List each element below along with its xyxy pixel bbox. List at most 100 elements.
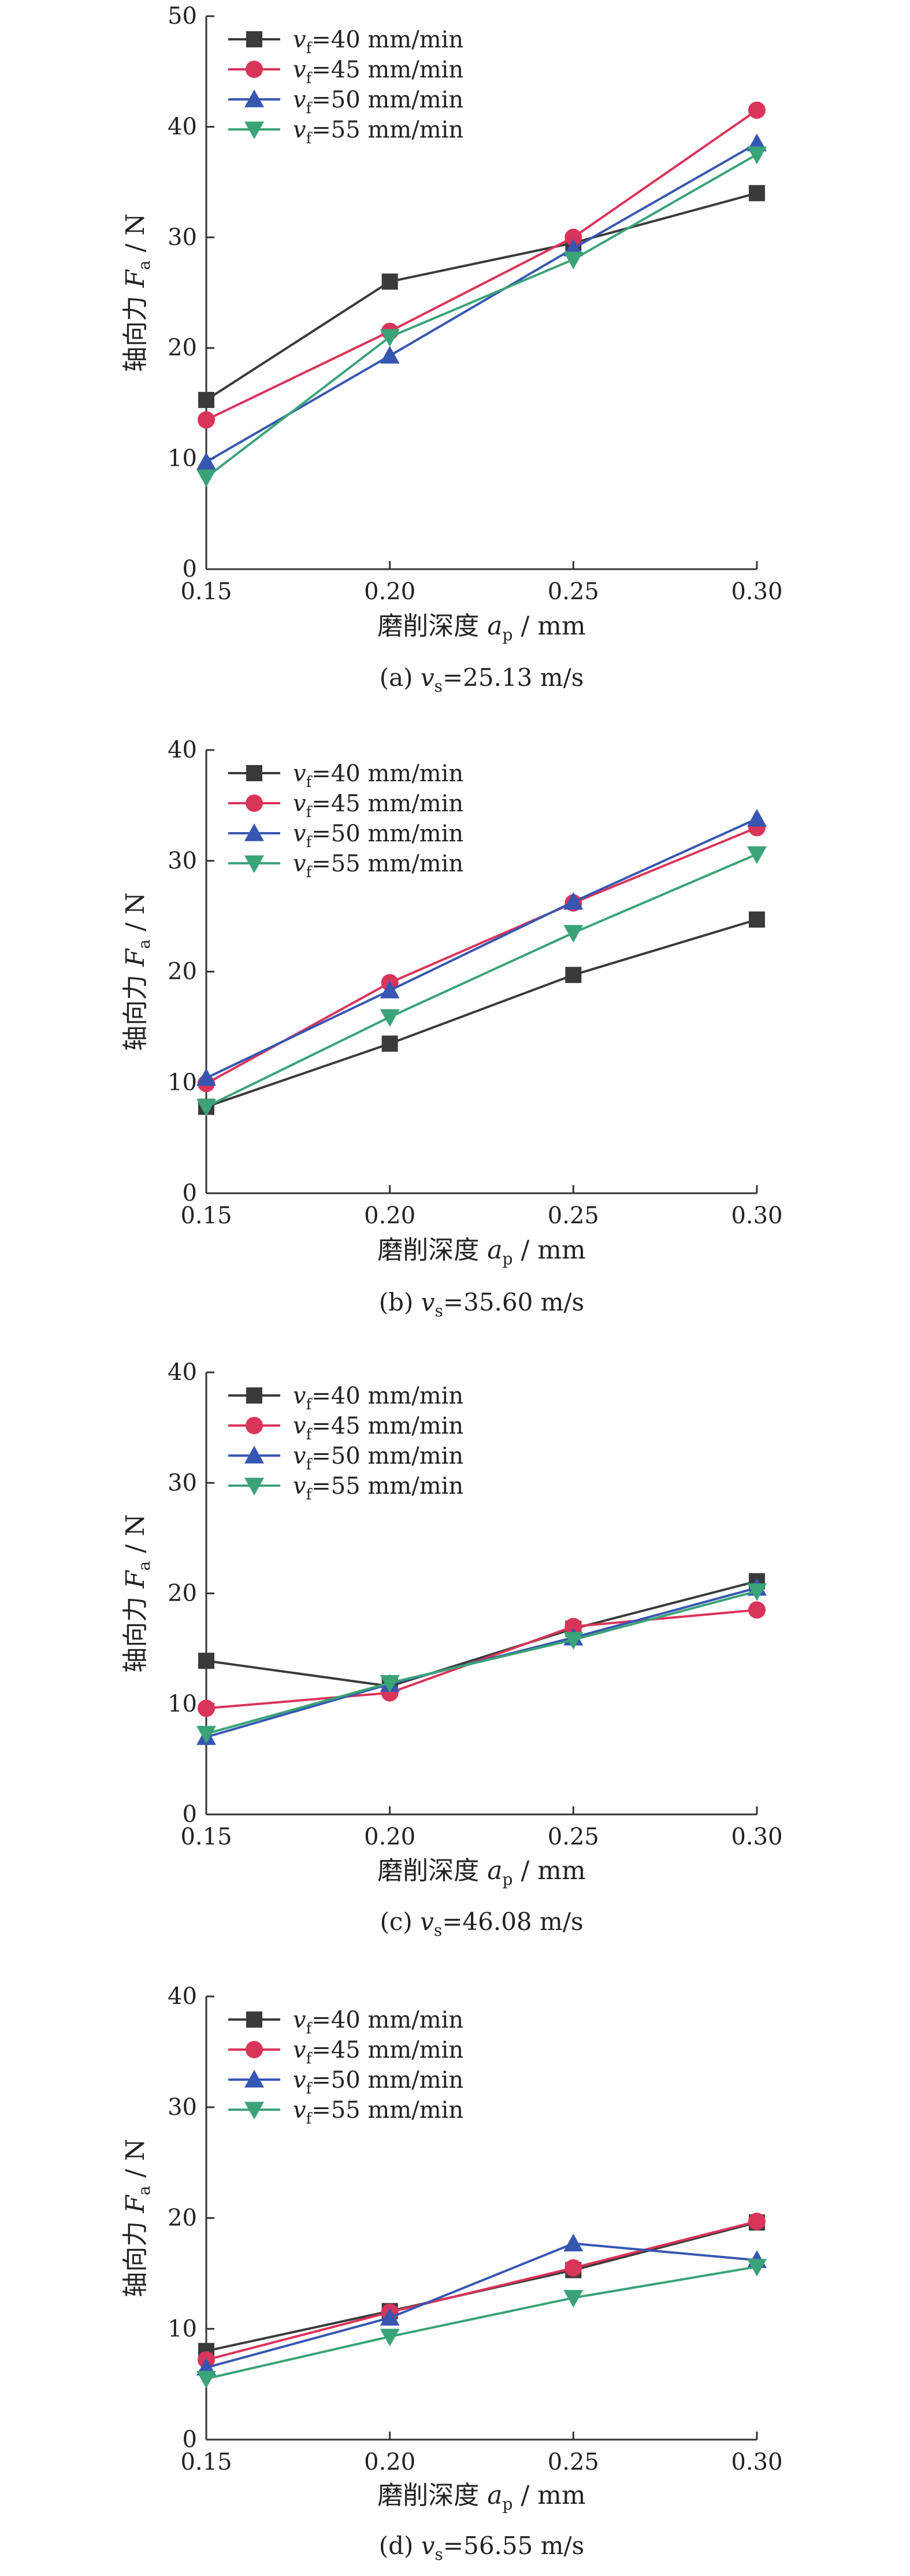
legend-item-vf50: vf=50 mm/min (228, 1443, 463, 1473)
x-tick-label: 0.30 (731, 1202, 782, 1229)
y-axis-title-sub: a (135, 1561, 154, 1571)
legend-label-var: v (293, 2097, 306, 2124)
x-tick-label: 0.15 (180, 578, 232, 605)
series-line (206, 1609, 757, 1710)
data-point (196, 1725, 216, 1744)
y-tick-label: 40 (168, 1359, 197, 1386)
legend-item-vf55: vf=55 mm/min (228, 851, 463, 881)
y-axis-title: 轴向力 Fa / N (121, 213, 154, 372)
x-axis-title-var: a (487, 1856, 502, 1885)
legend-label-rest: =45 mm/min (311, 790, 463, 817)
x-axis-title: 磨削深度 ap / mm (377, 2481, 585, 2514)
data-point (196, 469, 216, 488)
caption-var: v (421, 1288, 435, 1316)
legend-label-rest: =50 mm/min (311, 1443, 463, 1469)
series-line (206, 2265, 757, 2380)
caption-prefix: (b) (379, 1288, 421, 1316)
caption-value: =25.13 m/s (443, 663, 584, 692)
series-line (206, 2242, 757, 2369)
legend-item-vf50: vf=50 mm/min (228, 821, 463, 851)
series-vf45 (198, 819, 766, 1093)
legend-item-vf40: vf=40 mm/min (228, 27, 463, 57)
legend-item-vf55: vf=55 mm/min (228, 1473, 463, 1504)
y-axis-title-text: 轴向力 (121, 1588, 150, 1673)
x-tick-label: 0.25 (548, 1202, 599, 1229)
y-tick-label: 50 (168, 3, 197, 29)
data-point (198, 411, 215, 429)
x-tick-label: 0.15 (180, 1824, 232, 1850)
caption-prefix: (d) (379, 2532, 421, 2560)
data-point (196, 1068, 216, 1086)
legend-swatch-marker (244, 823, 264, 841)
y-tick-label: 20 (168, 335, 197, 361)
data-point (380, 1009, 400, 1027)
data-point (747, 846, 767, 864)
data-point (198, 1653, 214, 1669)
y-tick-label: 30 (168, 1469, 197, 1496)
caption-sub: s (434, 1921, 442, 1940)
series-vf40 (198, 1573, 765, 1695)
y-tick-label: 10 (168, 1691, 197, 1717)
x-tick-label: 0.30 (731, 1824, 782, 1850)
legend-label-var: v (293, 821, 306, 847)
data-point (380, 2308, 400, 2326)
x-tick-label: 0.30 (731, 2449, 782, 2475)
legend-swatch-marker (246, 2011, 262, 2028)
legend-label-sub: f (306, 864, 313, 881)
legend-label-var: v (293, 851, 306, 877)
legend-label-rest: =40 mm/min (311, 760, 463, 787)
legend-label-rest: =55 mm/min (311, 1473, 463, 1499)
series-vf45 (198, 1601, 766, 1717)
legend-swatch-marker (244, 855, 264, 873)
data-point (198, 1699, 215, 1717)
y-tick-label: 0 (183, 1801, 197, 1828)
y-tick-label: 10 (168, 2315, 197, 2342)
series-vf50 (196, 2233, 767, 2375)
panel-caption: (c) vs=46.08 m/s (380, 1907, 583, 1940)
series-line (206, 109, 758, 421)
y-axis-title-sub: a (135, 261, 154, 270)
legend-item-vf45: vf=45 mm/min (228, 57, 463, 87)
legend-label: vf=40 mm/min (293, 27, 463, 57)
y-axis-title: 轴向力 Fa / N (121, 2139, 154, 2297)
y-tick-label: 30 (168, 2094, 197, 2121)
legend-item-vf55: vf=55 mm/min (228, 117, 463, 147)
legend-item-vf40: vf=40 mm/min (228, 2007, 463, 2037)
x-axis-title-var: a (487, 2481, 502, 2510)
x-axis-title-sub: p (503, 1870, 513, 1889)
legend-label-sub: f (306, 804, 313, 821)
caption-var: v (420, 1907, 434, 1936)
legend-swatch-marker (244, 90, 264, 107)
legend-swatch-marker (246, 765, 262, 781)
y-axis-title: 轴向力 Fa / N (121, 1514, 154, 1673)
legend-swatch-marker (244, 1446, 264, 1464)
series-vf50 (196, 808, 767, 1086)
data-point (381, 1035, 398, 1052)
legend-label: vf=55 mm/min (293, 2097, 463, 2128)
data-point (749, 185, 765, 202)
legend-label-sub: f (306, 100, 313, 117)
caption-sub: s (435, 1301, 443, 1320)
x-tick-label: 0.20 (364, 1202, 415, 1229)
caption-var: v (421, 663, 434, 692)
y-tick-label: 10 (168, 446, 197, 472)
x-axis-title-unit: / mm (512, 2481, 585, 2510)
legend-swatch-marker (246, 795, 263, 812)
legend-label-rest: =50 mm/min (311, 821, 463, 847)
legend-label-rest: =50 mm/min (311, 87, 463, 113)
legend-item-vf45: vf=45 mm/min (228, 2037, 463, 2068)
y-axis-title-var: F (121, 948, 150, 967)
legend-label: vf=55 mm/min (293, 1473, 463, 1504)
data-point (747, 808, 767, 827)
data-point (564, 1617, 582, 1635)
x-axis-title-sub: p (503, 2495, 513, 2514)
legend-swatch-marker (246, 31, 262, 47)
data-point (196, 452, 216, 470)
x-tick-label: 0.20 (364, 2449, 415, 2475)
series-vf40 (198, 2214, 765, 2359)
y-axis-title-unit: / N (121, 213, 150, 260)
